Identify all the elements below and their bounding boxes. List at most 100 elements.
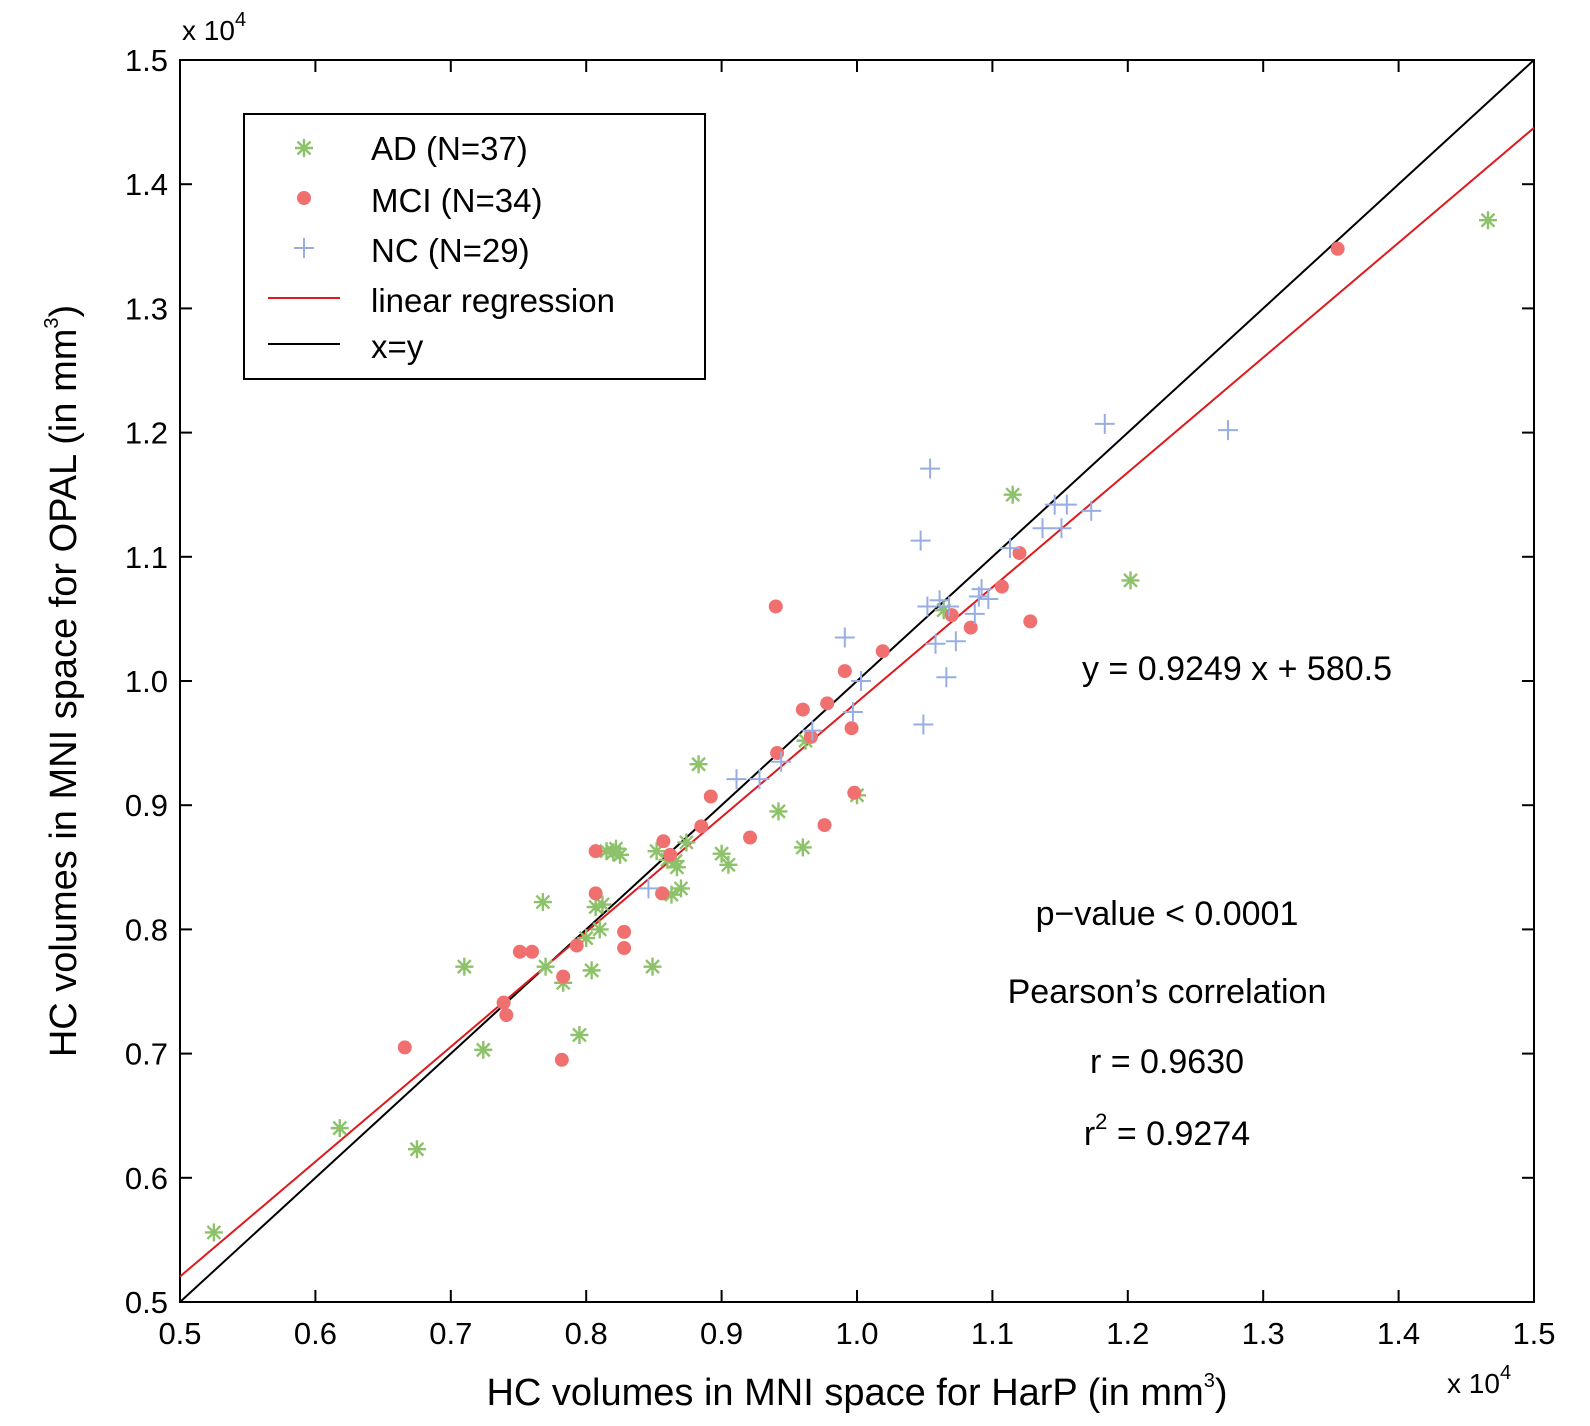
x-tick-label: 1.5 <box>1512 1316 1555 1351</box>
y-tick-label: 1.5 <box>125 43 168 78</box>
nc-point <box>910 530 931 551</box>
legend-label-identity: x=y <box>371 328 424 365</box>
mci-point <box>1330 241 1345 256</box>
star-d2 <box>595 897 610 912</box>
legend-label-nc: NC (N=29) <box>371 232 530 269</box>
nc-point <box>851 671 872 691</box>
nc-point <box>925 633 946 654</box>
x-tick-label: 1.1 <box>971 1316 1014 1351</box>
y-tick-label: 0.9 <box>125 788 168 823</box>
mci-point <box>554 1052 569 1067</box>
ad-point <box>590 920 609 939</box>
mci-point <box>963 620 978 635</box>
ad-point <box>611 845 630 864</box>
regression-line <box>179 127 1535 1278</box>
mci-point <box>496 995 511 1010</box>
star-d2 <box>538 959 553 975</box>
nc-point <box>842 702 863 723</box>
nc-point <box>913 714 934 735</box>
y-tick-label: 1.4 <box>125 167 168 202</box>
nc-point <box>920 458 941 479</box>
ad-point <box>593 895 612 914</box>
star-d2 <box>475 1042 491 1058</box>
mci-point <box>844 721 859 736</box>
ad-point <box>1478 211 1497 230</box>
nc-point <box>726 769 747 790</box>
axis-ticks: 0.5 0.6 0.7 0.8 0.9 1.0 1.1 1.2 1.3 1.4 1.5 0.5 0.6 0… <box>125 43 1556 1351</box>
nc-point <box>1000 538 1021 559</box>
legend-marker-icon <box>295 139 313 157</box>
x-tick-label: 1.3 <box>1242 1316 1285 1351</box>
y-axis-label: HC volumes in MNI space for OPAL (in mm3… <box>41 305 85 1057</box>
star-d2 <box>771 804 786 819</box>
legend-marker-icon <box>297 191 311 205</box>
y-tick-label: 1.1 <box>125 540 168 575</box>
regression-equation: y = 0.9249 x + 580.5 <box>1082 650 1392 688</box>
mci-point <box>994 579 1009 594</box>
star-d2 <box>669 859 685 875</box>
mci-point <box>397 1040 412 1055</box>
y-tick-label: 0.8 <box>125 912 168 947</box>
star-d2 <box>664 887 679 902</box>
x-axis-label: HC volumes in MNI space for HarP (in mm3… <box>486 1370 1227 1414</box>
mci-point <box>656 834 671 849</box>
p-value-text: p−value < 0.0001 <box>1036 895 1299 933</box>
ad-point <box>407 1140 426 1159</box>
y-tick-label: 1.2 <box>125 416 168 451</box>
y-tick-label: 0.5 <box>125 1285 168 1320</box>
star-d2 <box>795 840 811 855</box>
ad-point <box>643 957 662 976</box>
mci-point <box>556 969 571 984</box>
mci-point <box>743 830 758 845</box>
mci-point <box>1012 546 1027 561</box>
star-d2 <box>592 922 608 937</box>
ad-point <box>769 802 788 821</box>
y-tick-label: 0.6 <box>125 1161 168 1196</box>
ad-point <box>689 755 708 774</box>
y-scale-exponent: x 104 <box>182 9 246 46</box>
nc-point <box>978 589 999 610</box>
ad-point <box>719 855 738 874</box>
ad-point <box>677 833 696 852</box>
ad-point <box>793 838 812 857</box>
ad-point <box>536 957 555 976</box>
star-d2 <box>296 140 312 156</box>
nc-point <box>945 631 966 652</box>
ad-point <box>667 858 686 877</box>
legend-box <box>243 113 706 380</box>
ad-point <box>570 1025 589 1044</box>
ad-point <box>671 879 690 898</box>
mci-point <box>768 599 783 614</box>
y-tick-label: 0.7 <box>125 1037 168 1072</box>
star-d2 <box>1005 487 1021 503</box>
x-tick-label: 0.8 <box>565 1316 608 1351</box>
mci-point <box>1023 614 1038 629</box>
star-d2 <box>409 1141 425 1157</box>
x-tick-label: 1.4 <box>1377 1316 1420 1351</box>
star-d2 <box>584 963 599 978</box>
ad-point <box>582 961 601 980</box>
x-tick-label: 1.0 <box>835 1316 878 1351</box>
r-value-text: r = 0.9630 <box>1090 1043 1244 1081</box>
x-tick-label: 0.5 <box>158 1316 201 1351</box>
star-d2 <box>645 959 660 975</box>
star-d2 <box>673 881 689 896</box>
x-tick-label: 0.6 <box>294 1316 337 1351</box>
mci-point <box>655 886 670 901</box>
star-d2 <box>572 1027 587 1043</box>
mci-point <box>499 1008 514 1023</box>
mci-point <box>663 847 678 862</box>
star-d2 <box>608 841 624 857</box>
mci-point <box>617 924 632 939</box>
legend-label-ad: AD (N=37) <box>371 130 528 167</box>
mci-point <box>820 696 835 711</box>
r-squared-text: r2 = 0.9274 <box>1084 1109 1250 1153</box>
mci-point <box>944 608 959 623</box>
nc-point <box>1056 494 1077 515</box>
nc-point <box>638 878 659 899</box>
legend-label-regression: linear regression <box>371 282 615 319</box>
mci-point <box>795 702 810 717</box>
x-tick-label: 1.2 <box>1106 1316 1149 1351</box>
mci-point <box>875 644 890 659</box>
star-d2 <box>1123 573 1138 588</box>
